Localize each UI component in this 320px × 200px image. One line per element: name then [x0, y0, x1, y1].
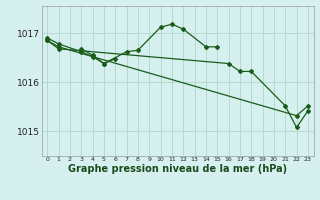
X-axis label: Graphe pression niveau de la mer (hPa): Graphe pression niveau de la mer (hPa)	[68, 164, 287, 174]
